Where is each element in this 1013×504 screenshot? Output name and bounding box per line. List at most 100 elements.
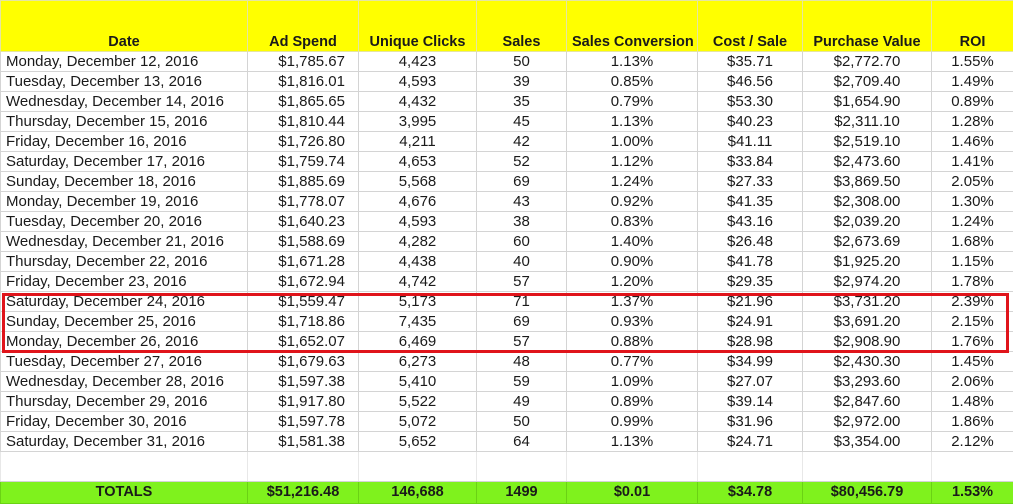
cell-roi[interactable]: 2.12% [932, 432, 1013, 452]
cell-ad-spend[interactable]: $1,726.80 [248, 132, 359, 152]
cell-sales-conversion[interactable]: 1.20% [567, 272, 698, 292]
cell-unique-clicks[interactable]: 4,438 [359, 252, 477, 272]
cell-purchase-value[interactable]: $3,354.00 [803, 432, 932, 452]
cell-purchase-value[interactable]: $2,974.20 [803, 272, 932, 292]
cell-sales[interactable]: 35 [477, 92, 567, 112]
cell-purchase-value[interactable]: $3,869.50 [803, 172, 932, 192]
cell-cost-per-sale[interactable]: $28.98 [698, 332, 803, 352]
cell-ad-spend[interactable]: $1,652.07 [248, 332, 359, 352]
cell-cost-per-sale[interactable]: $27.33 [698, 172, 803, 192]
header-purchase-value[interactable]: Purchase Value [803, 1, 932, 52]
cell-sales[interactable]: 38 [477, 212, 567, 232]
cell-date[interactable]: Wednesday, December 21, 2016 [1, 232, 248, 252]
cell-ad-spend[interactable]: $1,581.38 [248, 432, 359, 452]
cell-purchase-value[interactable]: $1,925.20 [803, 252, 932, 272]
cell-purchase-value[interactable]: $2,908.90 [803, 332, 932, 352]
totals-ad-spend[interactable]: $51,216.48 [248, 482, 359, 504]
cell-date[interactable]: Saturday, December 17, 2016 [1, 152, 248, 172]
cell-roi[interactable]: 1.68% [932, 232, 1013, 252]
cell-sales-conversion[interactable]: 1.00% [567, 132, 698, 152]
cell-cost-per-sale[interactable]: $53.30 [698, 92, 803, 112]
cell-sales-conversion[interactable]: 1.12% [567, 152, 698, 172]
cell-date[interactable]: Thursday, December 15, 2016 [1, 112, 248, 132]
cell-sales-conversion[interactable]: 1.24% [567, 172, 698, 192]
cell-roi[interactable]: 0.89% [932, 92, 1013, 112]
cell-roi[interactable]: 1.55% [932, 52, 1013, 72]
cell-unique-clicks[interactable]: 6,273 [359, 352, 477, 372]
cell-roi[interactable]: 1.46% [932, 132, 1013, 152]
header-cost-per-sale[interactable]: Cost / Sale [698, 1, 803, 52]
cell-purchase-value[interactable]: $3,293.60 [803, 372, 932, 392]
cell-unique-clicks[interactable]: 4,676 [359, 192, 477, 212]
cell-cost-per-sale[interactable]: $29.35 [698, 272, 803, 292]
cell-sales[interactable]: 43 [477, 192, 567, 212]
empty-cell[interactable] [477, 452, 567, 482]
cell-date[interactable]: Thursday, December 22, 2016 [1, 252, 248, 272]
cell-sales[interactable]: 50 [477, 52, 567, 72]
cell-cost-per-sale[interactable]: $34.99 [698, 352, 803, 372]
cell-roi[interactable]: 2.39% [932, 292, 1013, 312]
cell-roi[interactable]: 1.76% [932, 332, 1013, 352]
cell-cost-per-sale[interactable]: $26.48 [698, 232, 803, 252]
cell-purchase-value[interactable]: $1,654.90 [803, 92, 932, 112]
cell-sales-conversion[interactable]: 0.92% [567, 192, 698, 212]
cell-sales[interactable]: 45 [477, 112, 567, 132]
cell-sales[interactable]: 60 [477, 232, 567, 252]
header-date[interactable]: Date [1, 1, 248, 52]
cell-ad-spend[interactable]: $1,816.01 [248, 72, 359, 92]
cell-unique-clicks[interactable]: 4,423 [359, 52, 477, 72]
cell-date[interactable]: Sunday, December 18, 2016 [1, 172, 248, 192]
cell-sales-conversion[interactable]: 0.85% [567, 72, 698, 92]
cell-cost-per-sale[interactable]: $35.71 [698, 52, 803, 72]
cell-purchase-value[interactable]: $2,847.60 [803, 392, 932, 412]
cell-unique-clicks[interactable]: 3,995 [359, 112, 477, 132]
cell-unique-clicks[interactable]: 4,282 [359, 232, 477, 252]
cell-roi[interactable]: 1.41% [932, 152, 1013, 172]
cell-ad-spend[interactable]: $1,671.28 [248, 252, 359, 272]
cell-sales[interactable]: 42 [477, 132, 567, 152]
cell-sales[interactable]: 48 [477, 352, 567, 372]
cell-date[interactable]: Sunday, December 25, 2016 [1, 312, 248, 332]
cell-roi[interactable]: 2.15% [932, 312, 1013, 332]
cell-sales[interactable]: 69 [477, 312, 567, 332]
cell-roi[interactable]: 1.45% [932, 352, 1013, 372]
cell-unique-clicks[interactable]: 4,653 [359, 152, 477, 172]
cell-date[interactable]: Friday, December 30, 2016 [1, 412, 248, 432]
cell-roi[interactable]: 2.06% [932, 372, 1013, 392]
cell-sales[interactable]: 52 [477, 152, 567, 172]
cell-roi[interactable]: 1.86% [932, 412, 1013, 432]
cell-unique-clicks[interactable]: 5,173 [359, 292, 477, 312]
cell-unique-clicks[interactable]: 4,211 [359, 132, 477, 152]
cell-roi[interactable]: 1.28% [932, 112, 1013, 132]
cell-sales[interactable]: 40 [477, 252, 567, 272]
empty-cell[interactable] [248, 452, 359, 482]
cell-sales-conversion[interactable]: 0.89% [567, 392, 698, 412]
header-sales[interactable]: Sales [477, 1, 567, 52]
cell-date[interactable]: Tuesday, December 13, 2016 [1, 72, 248, 92]
cell-date[interactable]: Tuesday, December 27, 2016 [1, 352, 248, 372]
cell-sales[interactable]: 71 [477, 292, 567, 312]
cell-cost-per-sale[interactable]: $24.71 [698, 432, 803, 452]
cell-sales-conversion[interactable]: 0.79% [567, 92, 698, 112]
cell-purchase-value[interactable]: $2,311.10 [803, 112, 932, 132]
cell-cost-per-sale[interactable]: $40.23 [698, 112, 803, 132]
cell-purchase-value[interactable]: $2,519.10 [803, 132, 932, 152]
totals-roi[interactable]: 1.53% [932, 482, 1013, 504]
cell-cost-per-sale[interactable]: $27.07 [698, 372, 803, 392]
cell-cost-per-sale[interactable]: $39.14 [698, 392, 803, 412]
cell-date[interactable]: Monday, December 26, 2016 [1, 332, 248, 352]
cell-roi[interactable]: 1.48% [932, 392, 1013, 412]
cell-ad-spend[interactable]: $1,810.44 [248, 112, 359, 132]
cell-ad-spend[interactable]: $1,759.74 [248, 152, 359, 172]
cell-roi[interactable]: 1.49% [932, 72, 1013, 92]
cell-roi[interactable]: 2.05% [932, 172, 1013, 192]
cell-ad-spend[interactable]: $1,778.07 [248, 192, 359, 212]
cell-unique-clicks[interactable]: 5,072 [359, 412, 477, 432]
totals-sales-conversion[interactable]: $0.01 [567, 482, 698, 504]
cell-sales[interactable]: 49 [477, 392, 567, 412]
cell-ad-spend[interactable]: $1,559.47 [248, 292, 359, 312]
cell-roi[interactable]: 1.30% [932, 192, 1013, 212]
totals-cost-per-sale[interactable]: $34.78 [698, 482, 803, 504]
cell-sales-conversion[interactable]: 1.13% [567, 112, 698, 132]
cell-date[interactable]: Thursday, December 29, 2016 [1, 392, 248, 412]
